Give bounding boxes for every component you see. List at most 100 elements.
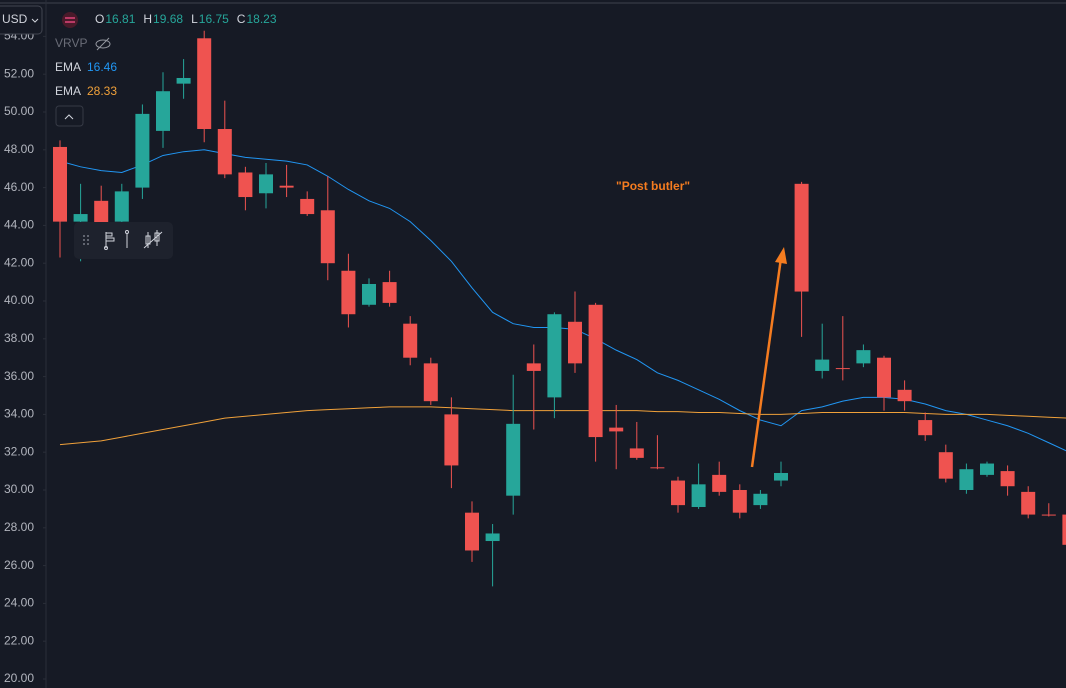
candle-body <box>1041 514 1056 516</box>
candle-body <box>156 91 170 131</box>
candle-body <box>362 283 376 305</box>
candle-body <box>341 270 356 315</box>
y-tick-label: 28.00 <box>4 520 34 534</box>
candle-body <box>650 467 665 469</box>
candle-body <box>794 183 809 292</box>
y-tick-label: 38.00 <box>4 331 34 345</box>
candle-body <box>671 480 685 506</box>
candle-body <box>568 321 582 364</box>
candle-body <box>279 185 294 188</box>
candle-body <box>506 423 521 496</box>
y-tick-label: 26.00 <box>4 558 34 572</box>
ohlc-label: L <box>191 12 198 26</box>
currency[interactable]: USD <box>2 12 28 26</box>
plot-area <box>53 30 1066 587</box>
y-tick-label: 32.00 <box>4 444 34 458</box>
candle-body <box>176 77 191 84</box>
y-tick-label: 44.00 <box>4 218 34 232</box>
y-tick-label: 36.00 <box>4 369 34 383</box>
candle-body <box>980 463 994 475</box>
y-tick-label: 48.00 <box>4 142 34 156</box>
candle-body <box>259 174 273 194</box>
y-tick-label: 52.00 <box>4 66 34 80</box>
drag-handle[interactable] <box>83 235 89 245</box>
candle-body <box>588 304 603 438</box>
candle-body <box>774 472 788 481</box>
candle-body <box>197 38 212 130</box>
candle-body <box>835 368 850 370</box>
ema-legend: EMA 16.46 EMA 28.33 <box>55 60 117 98</box>
candle-body <box>320 210 335 264</box>
ohlc-label: O <box>95 12 104 26</box>
indicator-label[interactable]: VRVP <box>55 36 87 50</box>
symbol-icon <box>62 12 78 28</box>
candle-body <box>423 363 438 402</box>
ohlc-value: 16.75 <box>199 12 229 26</box>
candle-body <box>300 198 315 215</box>
symbol-glyph <box>65 17 75 23</box>
candle-body <box>485 533 500 542</box>
candle-body <box>1021 491 1036 515</box>
candle-body <box>815 359 830 371</box>
legend-name: EMA <box>55 84 81 98</box>
candle-body <box>53 146 67 222</box>
candle-body <box>73 214 88 222</box>
candle-body <box>732 490 747 513</box>
candle-body <box>444 414 459 466</box>
y-tick-label: 46.00 <box>4 180 34 194</box>
y-tick-label: 42.00 <box>4 255 34 269</box>
ohlc-legend: O 16.81 H 19.68 L 16.75 C 18.23 <box>95 12 277 26</box>
candle-body <box>547 314 562 398</box>
ohlc-value: 18.23 <box>246 12 276 26</box>
candle-body <box>938 452 953 479</box>
y-tick-label: 40.00 <box>4 293 34 307</box>
candle-body <box>1062 514 1066 545</box>
ohlc-label: H <box>143 12 152 26</box>
candle-body <box>897 389 912 402</box>
legend-value: 28.33 <box>87 84 117 98</box>
candle-body <box>959 469 974 490</box>
hidden-icon[interactable] <box>95 37 111 51</box>
annotation-arrow <box>750 257 783 468</box>
candle-body <box>918 420 933 436</box>
candle-body <box>135 113 150 188</box>
candle-body <box>712 474 727 492</box>
candle-body <box>691 484 706 508</box>
ohlc-value: 16.81 <box>105 12 135 26</box>
dropdown-icon <box>31 18 39 23</box>
ema-line <box>59 406 1066 446</box>
candle-body <box>629 448 644 458</box>
currency-button[interactable] <box>0 5 43 35</box>
candle-body <box>382 282 397 303</box>
candle-body <box>856 350 871 364</box>
candle-body <box>403 323 418 358</box>
candle-body <box>877 357 891 398</box>
collapse-icon <box>64 114 74 120</box>
y-tick-label: 22.00 <box>4 633 34 647</box>
candle-body <box>753 493 768 506</box>
candle-body <box>217 129 232 175</box>
arrow-head <box>775 247 787 264</box>
toolbar-icon-1[interactable] <box>104 230 129 250</box>
ohlc-label: C <box>237 12 246 26</box>
candle-body <box>94 200 109 226</box>
floating-toolbar <box>74 222 173 259</box>
candle-body <box>526 363 541 371</box>
candle-body <box>238 172 253 198</box>
candle-body <box>1000 471 1015 487</box>
candle-body <box>465 512 479 551</box>
ohlc-value: 19.68 <box>153 12 183 26</box>
legend-value: 16.46 <box>87 60 117 74</box>
y-axis: 20.00 22.00 24.00 26.00 28.00 30.00 32.00 34.00… <box>4 29 46 685</box>
y-tick-label: 30.00 <box>4 482 34 496</box>
candle-body <box>114 191 129 222</box>
candle-body <box>609 427 624 432</box>
y-tick-label: 24.00 <box>4 596 34 610</box>
y-tick-label: 20.00 <box>4 671 34 685</box>
y-tick-label: 50.00 <box>4 104 34 118</box>
y-tick-label: 34.00 <box>4 407 34 421</box>
toolbar-icon-2[interactable] <box>143 230 163 249</box>
